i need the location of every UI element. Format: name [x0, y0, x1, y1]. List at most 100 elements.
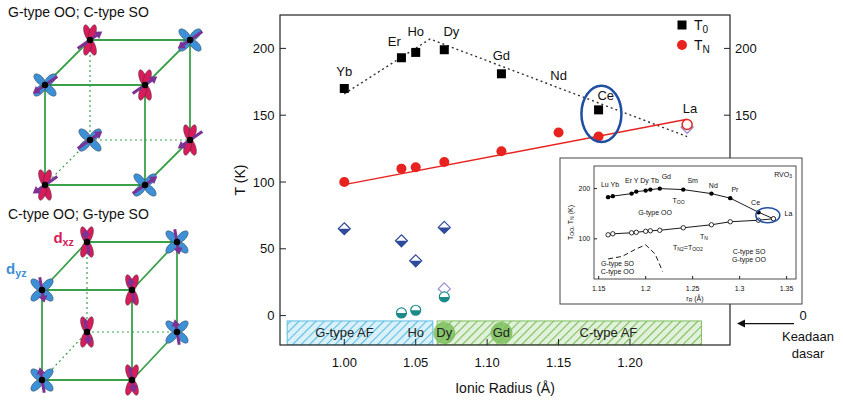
annotation: C-type SO — [733, 248, 766, 256]
y2-tick-label: 200 — [735, 41, 757, 56]
ion — [174, 329, 180, 335]
cube-edge — [87, 241, 177, 243]
ground-state-note: 0Keadaandasar — [737, 308, 834, 360]
data-point — [340, 84, 349, 93]
y-tick — [594, 238, 597, 239]
y-tick-label: 100 — [579, 235, 591, 242]
annotation: C-type OO — [601, 268, 635, 276]
cube-edge — [131, 290, 133, 380]
annotation: Ce — [751, 199, 760, 206]
orbital-dxz — [130, 69, 160, 102]
inset-chart: 1002001.151.21.251.31.35TOO, TN (K)rR (Å… — [560, 158, 802, 304]
data-point — [629, 231, 633, 235]
region-label: G-type AF — [315, 325, 374, 340]
spin-head — [175, 41, 186, 52]
y2-tick-label: 150 — [735, 108, 757, 123]
orbital-dyz — [130, 172, 160, 199]
y2-tick — [724, 48, 730, 49]
x-tick-label: 1.10 — [474, 355, 499, 370]
y-tick — [280, 248, 286, 249]
text-part: d — [53, 229, 62, 246]
data-point — [339, 177, 349, 187]
data-point — [629, 191, 633, 195]
ion — [142, 182, 148, 188]
data-point — [648, 229, 652, 233]
annotation: G-type OO — [638, 209, 672, 217]
data-point — [410, 255, 422, 267]
ground-state-region — [437, 321, 701, 345]
series-line — [608, 245, 663, 272]
spin-arrow — [75, 128, 105, 153]
spin-arrow — [130, 73, 160, 98]
x-axis-title: Ionic Radius (Å) — [455, 380, 555, 396]
text-part: RVO — [774, 171, 790, 178]
x-tick — [645, 276, 646, 279]
spin-head — [174, 247, 184, 255]
spin-shaft — [182, 31, 202, 45]
spin-head — [94, 28, 105, 39]
spin-arrow — [130, 173, 160, 198]
region-element: Gd — [493, 325, 510, 340]
ion — [129, 287, 135, 293]
subscript: yz — [15, 267, 27, 279]
x-tick — [558, 339, 559, 345]
annotation: Lu Yb — [601, 181, 619, 188]
spin-shaft — [133, 179, 153, 193]
series-label: TN — [700, 232, 708, 241]
spin-head — [149, 173, 160, 184]
x-tick-label: 1.3 — [735, 285, 745, 292]
ion — [142, 82, 148, 88]
x-tick-label: 1.00 — [332, 355, 357, 370]
x-tick-label: 1.35 — [780, 285, 794, 292]
spin-arrow — [80, 228, 93, 255]
text-part: (Å) — [692, 294, 703, 303]
region-element: Ho — [407, 325, 424, 340]
cube-edge — [41, 290, 43, 380]
cube-edge — [45, 84, 145, 86]
element-circle — [490, 322, 512, 344]
marker-fill — [410, 261, 422, 267]
panel-title: C-type OO; G-type SO — [8, 206, 149, 222]
ion — [174, 239, 180, 245]
annotation: Ce — [597, 88, 614, 103]
x-tick-label: 1.20 — [617, 355, 642, 370]
text-part: (K) — [567, 205, 575, 216]
cube-edge — [90, 139, 190, 140]
spin-shaft — [78, 134, 98, 148]
orbital-dyz — [164, 228, 191, 255]
y-axis-title: T (K) — [232, 165, 248, 196]
spin-arrow — [75, 28, 105, 53]
data-point — [634, 230, 638, 234]
annotation: Nd — [550, 68, 567, 83]
data-point — [728, 196, 732, 200]
annotation: Er — [388, 34, 402, 49]
main-chart: 0501001502001502001.001.051.101.151.20T … — [232, 15, 834, 396]
data-point — [606, 195, 610, 199]
annotation: G-type OO — [732, 256, 766, 264]
marker-outline — [396, 308, 406, 318]
trend-line — [344, 39, 687, 137]
subscript: N — [703, 44, 710, 55]
orbital-dxz — [75, 24, 105, 57]
spin-head — [149, 73, 160, 84]
cube-edge — [89, 40, 90, 140]
cube-panel: C-type OO; G-type SO — [8, 206, 190, 396]
annotation: Er Y Dy Tb — [625, 177, 659, 185]
spin-arrow — [170, 228, 183, 255]
marker-fill — [438, 227, 450, 233]
spin-arrow — [35, 366, 48, 393]
data-point — [611, 232, 615, 236]
y2-tick — [724, 115, 730, 116]
spin-shaft — [182, 131, 202, 145]
spin-arrow — [125, 276, 138, 303]
x-tick-label: 1.15 — [546, 355, 571, 370]
annotation: Nd — [709, 182, 718, 189]
ion — [84, 329, 90, 335]
region-label: C-type AF — [580, 325, 638, 340]
inset-box — [560, 158, 802, 304]
spin-shaft — [37, 176, 57, 190]
ion — [87, 137, 93, 143]
data-point — [438, 221, 450, 233]
annotation: G-type SO — [601, 260, 635, 268]
text-part: d — [6, 260, 15, 277]
